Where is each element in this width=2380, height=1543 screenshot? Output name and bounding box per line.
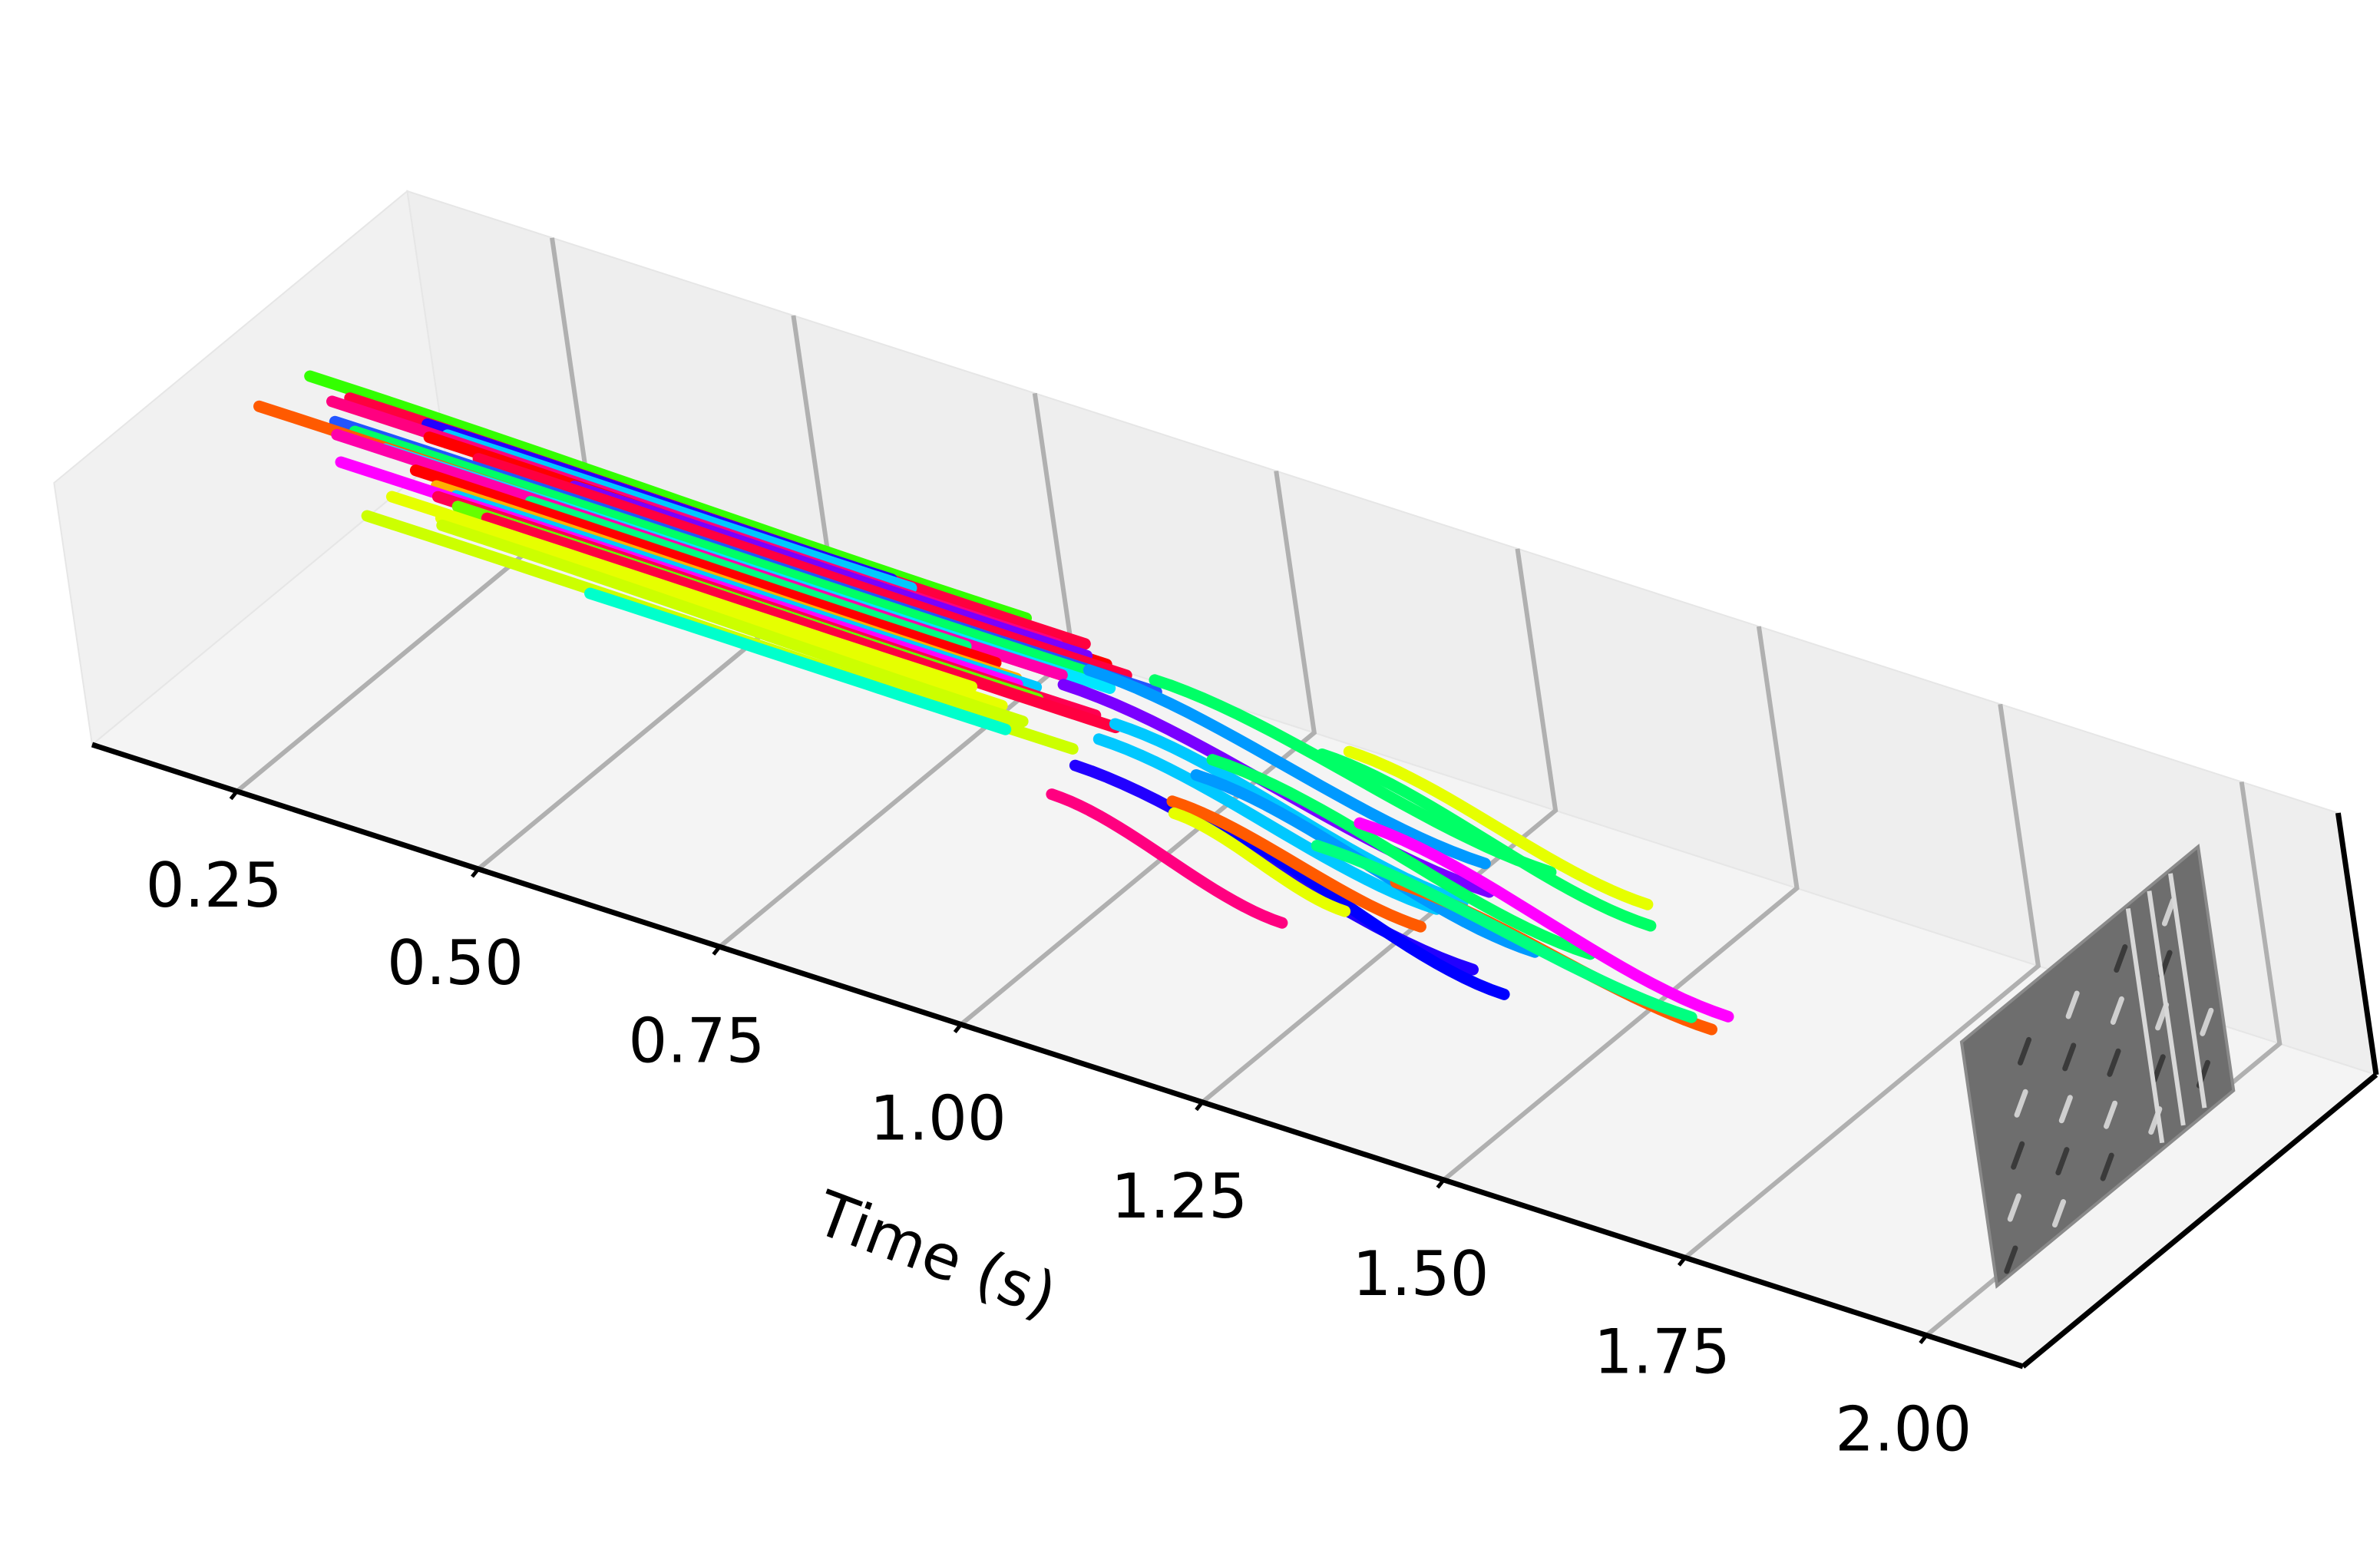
image-plane-texture [2058,1095,2073,1124]
x-tick-label: 0.25 [146,850,283,921]
image-plane-stripe [2125,907,2165,1144]
x-tick-mark [712,945,722,956]
series-track [1166,795,1426,933]
x-tick-label: 1.50 [1352,1238,1489,1310]
series-track [584,587,1012,735]
x-tick-mark [953,1023,963,1034]
image-plane [1959,843,2236,1289]
series-track [436,519,1029,728]
x-tick-mark [1195,1101,1205,1112]
series-track [1206,754,1596,960]
x-tick-label: 1.25 [1111,1161,1248,1232]
series-track [1092,733,1443,915]
data-series [253,370,1734,1036]
image-plane-texture [2017,1036,2032,1066]
image-plane-texture [2100,1152,2114,1181]
x-tick-mark [229,790,239,801]
image-plane-texture [2114,944,2128,973]
image-plane-texture [2110,996,2124,1025]
series-track [1083,664,1491,870]
axis-lines [91,742,2379,1370]
x-tick-label: 0.75 [628,1005,765,1076]
x-ticks: 0.25 0.50 0.75 1.00 1.25 1.50 1.75 2.00 [146,790,1972,1465]
series-track [1354,817,1734,1023]
image-plane-texture [2104,1100,2118,1129]
grid-line [1683,703,2041,1260]
image-plane-texture [2004,1245,2018,1274]
x-tick-mark [1919,1333,1929,1345]
x-tick-mark [471,867,480,878]
x-tick-label: 2.00 [1835,1394,1972,1465]
x-tick-mark [1677,1256,1687,1267]
series-track [409,464,1002,669]
image-plane-texture [2011,1141,2025,1170]
image-plane-texture [2161,897,2176,927]
series-track [1168,807,1351,917]
series-track [435,512,1008,712]
x-tick-mark [1436,1178,1446,1189]
x-tick-label: 0.50 [387,927,524,999]
image-plane-texture [2107,1048,2121,1077]
z-axis-line [2335,812,2379,1075]
y-axis-line [2021,1072,2378,1369]
x-tick-label: 1.00 [870,1083,1007,1155]
image-plane-stripe [2147,890,2186,1126]
series-track [1046,788,1288,929]
image-plane-texture [2200,1007,2214,1036]
grid-line [1201,548,1559,1105]
left-pane [53,190,447,746]
series-track [524,496,972,653]
x-axis-line [91,742,2025,1370]
image-plane-texture [2051,1199,2067,1228]
series-track [481,512,1122,734]
image-plane-texture [2065,990,2080,1019]
series-track [349,425,1115,685]
image-plane-texture [2014,1089,2028,1118]
series-track [472,453,1132,682]
image-plane-texture [2007,1193,2021,1222]
x-axis-label: Time (s) [806,1177,1066,1331]
x-tick-label: 1.75 [1594,1316,1730,1387]
image-plane-texture [2062,1042,2077,1072]
series-track [1311,840,1697,1023]
image-plane-texture [2055,1147,2070,1176]
series-track [304,370,1032,624]
image-plane-stripe [2168,873,2207,1109]
series-track [1316,748,1657,932]
grid-line [1442,626,1800,1182]
axis-panes [53,190,2378,1368]
image-plane-texture [2151,1054,2166,1083]
series-track [1343,745,1654,910]
grid-line [959,471,1317,1026]
